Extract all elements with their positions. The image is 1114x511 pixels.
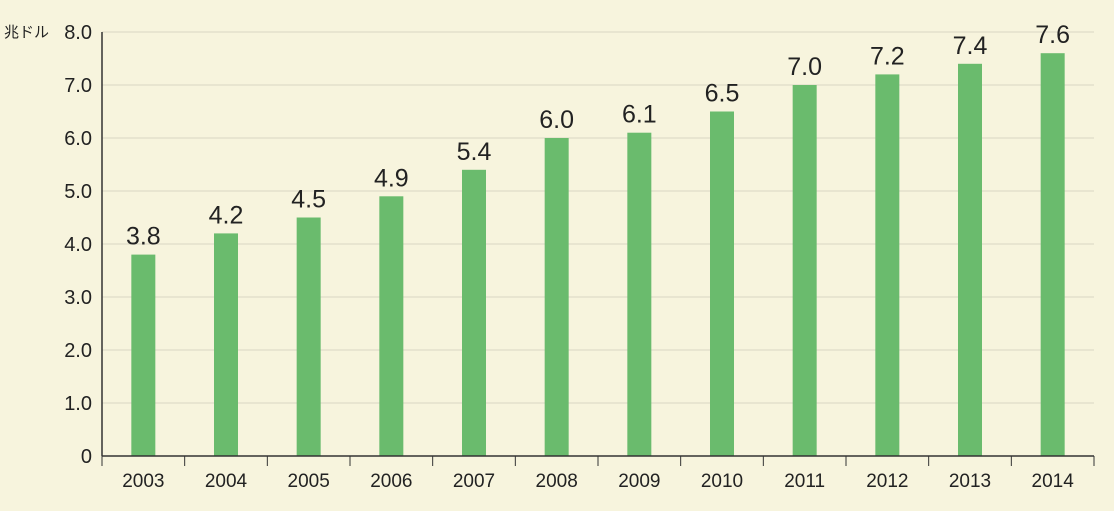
x-tick-label: 2008: [536, 471, 578, 492]
x-tick-label: 2007: [453, 471, 495, 492]
bar-2004: [214, 233, 238, 456]
bar-2008: [544, 138, 569, 456]
y-tick-label: 6.0: [64, 128, 92, 150]
bar-2010: [710, 111, 734, 456]
x-tick-label: 2005: [288, 471, 330, 492]
bar-2005: [296, 217, 321, 456]
x-tick-label: 2013: [949, 471, 991, 492]
x-tick-label: 2010: [701, 471, 743, 492]
data-label: 6.0: [539, 106, 574, 134]
bar-2011: [792, 85, 817, 456]
axes: [101, 32, 1095, 466]
bar-2007: [462, 169, 486, 457]
x-tick-label: 2012: [866, 471, 908, 492]
y-tick-label: 3.0: [64, 287, 92, 309]
data-label: 4.9: [374, 164, 409, 192]
data-label: 4.2: [209, 201, 244, 229]
data-label: 6.1: [622, 101, 657, 129]
y-tick-label: 8.0: [64, 22, 92, 44]
data-label: 4.5: [291, 186, 326, 214]
labels: 0 1.0 2.0 3.0 4.0 5.0 6.0 7.0 8.0 3.8 2003 4.2 2004 4…: [64, 21, 1074, 492]
y-axis-unit-label: 兆ドル: [4, 23, 49, 41]
x-tick-label: 2004: [205, 471, 248, 492]
bar-2012: [875, 74, 900, 457]
x-tick-label: 2009: [618, 471, 660, 492]
x-tick-label: 2006: [370, 471, 412, 492]
y-tick-label: 1.0: [64, 393, 92, 415]
data-label: 3.8: [126, 223, 161, 251]
data-label: 7.2: [870, 42, 905, 70]
y-tick-label: 0: [81, 446, 92, 468]
data-label: 6.5: [705, 80, 740, 108]
bar-2009: [627, 132, 652, 456]
data-label: 7.6: [1035, 21, 1070, 49]
data-label: 7.4: [953, 32, 988, 60]
y-tick-label: 5.0: [64, 181, 92, 203]
x-tick-label: 2014: [1032, 471, 1075, 492]
y-tick-label: 4.0: [64, 234, 92, 256]
x-tick-label: 2003: [122, 471, 164, 492]
y-tick-label: 2.0: [64, 340, 92, 362]
y-tick-label: 7.0: [64, 75, 92, 97]
bar-2006: [379, 196, 404, 457]
x-tick-label: 2011: [784, 471, 825, 492]
bar-2013: [958, 63, 982, 457]
bars: [131, 53, 1065, 457]
bar-2003: [131, 254, 156, 456]
gridlines: [102, 31, 1094, 404]
data-label: 5.4: [457, 138, 492, 166]
data-label: 7.0: [787, 53, 822, 81]
bar-2014: [1040, 53, 1065, 456]
